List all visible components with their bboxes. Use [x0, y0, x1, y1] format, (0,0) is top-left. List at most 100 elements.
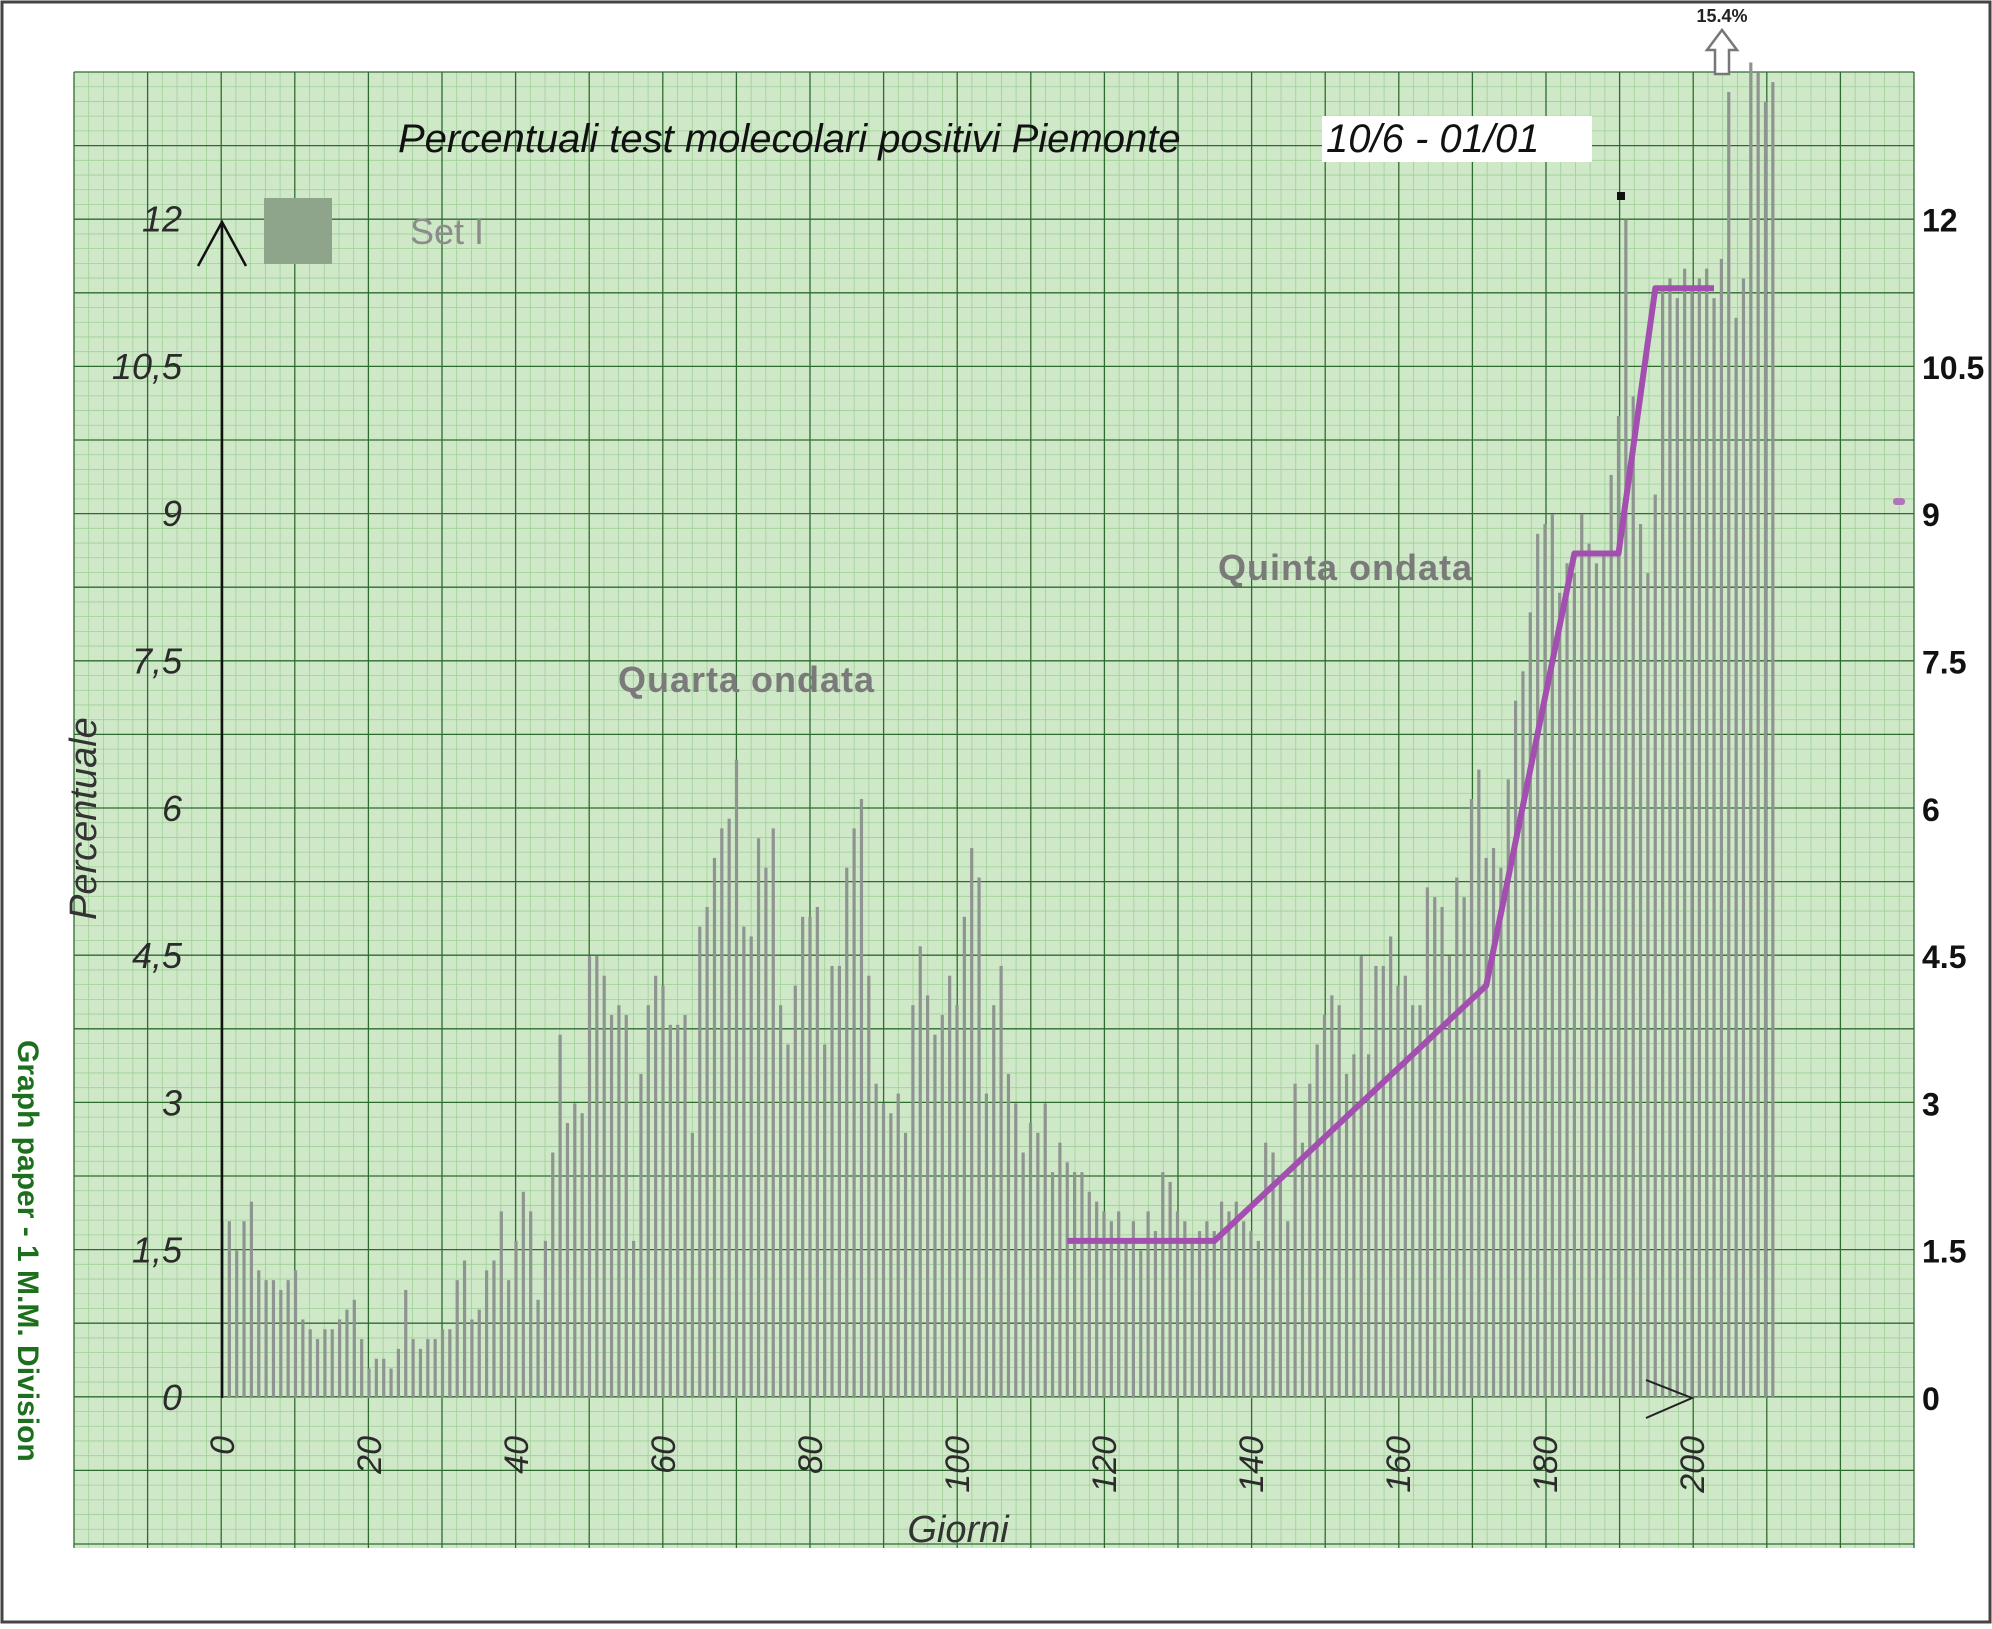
chart-title: Percentuali test molecolari positivi Pie…	[398, 117, 1181, 161]
bar	[1381, 965, 1385, 1398]
y-tick-label-right: 6	[1922, 792, 1940, 828]
bar	[1344, 1073, 1349, 1398]
bar	[536, 1299, 540, 1398]
bar	[411, 1339, 415, 1398]
bar	[771, 828, 775, 1398]
bar	[1139, 1250, 1143, 1398]
bar	[1477, 769, 1481, 1398]
bar	[1293, 1083, 1297, 1398]
bar	[1661, 288, 1665, 1399]
overflow-label: 15.4%	[1696, 6, 1747, 26]
bar	[389, 1368, 393, 1398]
bar	[1080, 1172, 1084, 1398]
bar	[1256, 1240, 1260, 1398]
bar	[764, 867, 768, 1398]
bar	[1242, 1221, 1246, 1398]
x-tick-label: 80	[792, 1436, 830, 1474]
bar	[984, 1093, 988, 1398]
bar	[1558, 592, 1562, 1398]
bar	[698, 926, 702, 1398]
bar	[1616, 416, 1621, 1398]
y-axis-title: Percentuale	[63, 717, 105, 920]
bar	[1683, 268, 1687, 1399]
bar	[1197, 1231, 1202, 1398]
bar	[1609, 474, 1613, 1398]
x-tick-label: 0	[204, 1436, 242, 1455]
bar	[462, 1260, 467, 1398]
bar	[1249, 1231, 1253, 1398]
bar	[1741, 278, 1746, 1398]
bar	[1367, 1054, 1371, 1398]
y-tick-label-left: 9	[162, 493, 182, 534]
bar	[514, 1240, 518, 1398]
y-tick-label-left: 10,5	[112, 346, 183, 387]
bar	[382, 1358, 386, 1398]
bar	[889, 1113, 893, 1398]
bar	[1396, 985, 1400, 1398]
marker-square	[1617, 192, 1625, 200]
bar	[1050, 1172, 1055, 1398]
bar	[360, 1339, 364, 1398]
bar	[617, 1005, 621, 1398]
bar	[315, 1339, 320, 1398]
bar	[1352, 1054, 1356, 1398]
trend-line	[1067, 285, 1714, 1244]
bar	[1014, 1103, 1018, 1398]
y-tick-label-right: 10.5	[1922, 350, 1984, 386]
bar	[654, 975, 658, 1398]
bar	[1536, 533, 1540, 1398]
graph-paper-label: Graph paper - 1 M.M. Division	[11, 1040, 44, 1462]
bar	[1594, 563, 1599, 1398]
bar	[1028, 1123, 1033, 1398]
bar	[1440, 907, 1444, 1398]
bar	[1102, 1211, 1106, 1398]
bar	[1712, 298, 1716, 1398]
bar	[323, 1329, 327, 1398]
bar	[1095, 1201, 1099, 1398]
bar	[1690, 288, 1694, 1399]
bar	[1403, 975, 1407, 1398]
bar-series	[220, 62, 1775, 1399]
bar	[242, 1221, 246, 1398]
bar	[595, 956, 599, 1398]
bar	[573, 1103, 577, 1398]
bar	[499, 1211, 503, 1398]
y-tick-label-right: 3	[1922, 1086, 1940, 1122]
y-tick-label-left: 3	[162, 1082, 182, 1123]
x-tick-label: 120	[1086, 1436, 1124, 1493]
bar	[1506, 779, 1510, 1398]
bar	[1264, 1142, 1268, 1398]
bar	[1763, 101, 1768, 1398]
bar	[808, 916, 812, 1398]
bar	[433, 1339, 437, 1398]
bar	[1705, 268, 1709, 1399]
bar	[705, 907, 709, 1398]
bar	[1455, 877, 1459, 1398]
bar	[815, 907, 819, 1398]
bar	[396, 1348, 400, 1398]
bar	[1734, 317, 1738, 1398]
bar	[749, 936, 753, 1398]
marker-dot	[1893, 498, 1905, 505]
y-tick-labels-right: 0 1.5 3 4.5 6 7.5 9 10.5 12	[1922, 203, 1984, 1417]
bar	[1719, 258, 1723, 1398]
bar	[352, 1299, 356, 1398]
bar	[1624, 219, 1628, 1399]
bar	[1602, 553, 1606, 1398]
bar	[940, 1015, 944, 1398]
bar	[455, 1280, 459, 1398]
bar	[881, 1103, 886, 1398]
bar	[1190, 1240, 1194, 1398]
bar	[551, 1152, 555, 1398]
bar	[999, 965, 1003, 1398]
bar	[367, 1368, 371, 1398]
bar	[690, 1132, 694, 1398]
bar	[977, 877, 981, 1398]
bar	[1771, 82, 1775, 1399]
bar	[926, 995, 930, 1398]
bar	[1425, 887, 1429, 1398]
chart-date-range: 10/6 - 01/01	[1326, 117, 1540, 161]
bar	[1462, 897, 1466, 1398]
bar	[1131, 1221, 1135, 1398]
